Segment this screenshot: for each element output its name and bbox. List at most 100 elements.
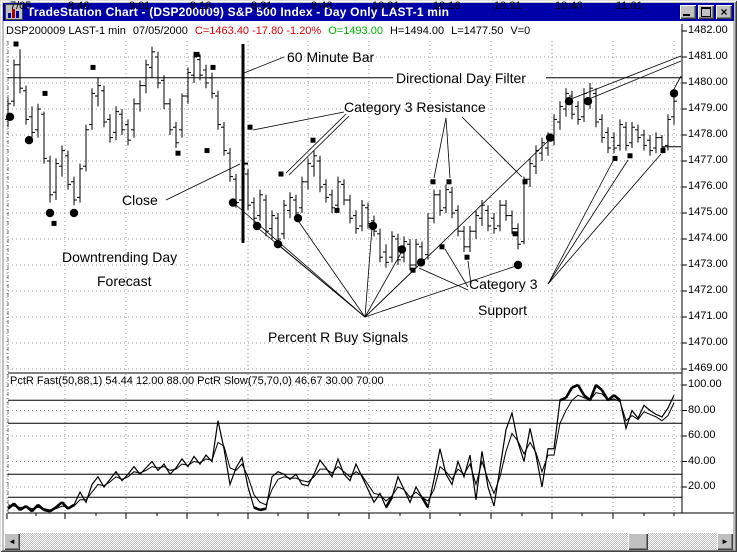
horizontal-scrollbar[interactable]: ◄ ► bbox=[4, 533, 733, 550]
data-line-segment: L=1477.50 bbox=[451, 25, 504, 37]
scroll-left-button[interactable]: ◄ bbox=[4, 533, 20, 550]
price-axis-label: 1472.00 bbox=[688, 284, 728, 296]
time-axis-label: 8:46 bbox=[68, 0, 90, 12]
buy-signal-dot bbox=[24, 136, 34, 145]
buy-signal-dot bbox=[545, 133, 555, 142]
data-line-segment: 07/05/2000 bbox=[132, 25, 188, 37]
category3-marker bbox=[247, 124, 253, 130]
price-axis-label: 1478.00 bbox=[688, 128, 728, 140]
category3-marker bbox=[310, 137, 316, 143]
category3-marker bbox=[194, 51, 200, 57]
category3-marker bbox=[51, 220, 57, 226]
category3-marker bbox=[439, 244, 445, 250]
indicator-axis-label: 40.00 bbox=[688, 454, 716, 467]
buy-signal-dot bbox=[252, 221, 262, 231]
category3-marker bbox=[464, 254, 470, 260]
buy-signal-dot bbox=[583, 97, 593, 106]
time-axis-label: 9:16 bbox=[190, 0, 212, 12]
category3-marker bbox=[660, 148, 666, 154]
close-icon: × bbox=[720, 5, 728, 19]
buy-signal-dot bbox=[69, 208, 79, 218]
time-axis-label: 9:46 bbox=[311, 0, 333, 12]
category3-marker bbox=[512, 231, 518, 237]
buy-signal-dot bbox=[669, 89, 679, 98]
indicator-axis-label: 60.00 bbox=[688, 429, 716, 441]
price-axis-label: 1481.00 bbox=[688, 50, 728, 62]
buy-signal-dot bbox=[293, 214, 303, 223]
buy-signal-dot bbox=[273, 240, 283, 249]
price-axis-label: 1471.00 bbox=[688, 310, 728, 322]
price-axis-label: 1473.00 bbox=[688, 258, 728, 270]
time-axis-label: 10:31 bbox=[494, 0, 522, 12]
scroll-left-icon: ◄ bbox=[8, 537, 16, 546]
time-axis-label: 11:01 bbox=[616, 0, 643, 12]
price-axis-label: 1469.00 bbox=[688, 362, 728, 374]
price-axis-label: 1474.00 bbox=[688, 232, 728, 244]
category3-marker bbox=[446, 179, 452, 185]
scroll-right-icon: ► bbox=[721, 537, 729, 546]
category3-marker bbox=[13, 41, 19, 47]
price-axis-label: 1475.00 bbox=[688, 206, 728, 218]
category3-marker bbox=[210, 64, 216, 70]
price-axis-label: 1479.00 bbox=[688, 102, 728, 114]
category3-marker bbox=[410, 267, 416, 273]
buy-signal-dot bbox=[5, 112, 15, 122]
category3-marker bbox=[204, 148, 210, 154]
time-axis-label: 10:16 bbox=[433, 0, 461, 12]
data-line-segment: V=0 bbox=[510, 25, 531, 37]
price-axis-label: 1482.00 bbox=[688, 24, 728, 36]
data-line-segment: H=1494.00 bbox=[389, 25, 445, 37]
minimize-icon bbox=[683, 14, 690, 16]
buy-signal-dot bbox=[45, 208, 55, 218]
price-axis-label: 1476.00 bbox=[688, 180, 728, 192]
indicator-header: PctR Fast(50,88,1) 54.44 12.00 88.00 Pct… bbox=[10, 375, 384, 387]
maximize-button[interactable] bbox=[698, 5, 714, 19]
data-line-segment: DSP200009 LAST-1 min bbox=[6, 25, 126, 37]
buy-signal-dot bbox=[513, 260, 523, 270]
scrollbar-thumb[interactable] bbox=[628, 533, 648, 550]
category3-support-label-line1: Category 3 bbox=[469, 276, 538, 292]
buy-signal-dot bbox=[416, 258, 426, 267]
buy-signal-dot bbox=[228, 198, 238, 207]
window-title: TradeStation Chart - (DSP200009) S&P 500… bbox=[27, 5, 450, 19]
downtrending-day-label-line2: Forecast bbox=[97, 273, 152, 289]
category3-marker bbox=[612, 155, 618, 161]
category3-marker bbox=[278, 171, 284, 177]
price-axis-label: 1470.00 bbox=[688, 336, 728, 348]
sixty-minute-bar-label: 60 Minute Bar bbox=[287, 49, 375, 65]
indicator-axis-label: 100.00 bbox=[688, 378, 722, 390]
scroll-right-button[interactable]: ► bbox=[717, 533, 733, 550]
buy-signal-dot bbox=[397, 245, 407, 254]
data-line-segment: O=1493.00 bbox=[328, 25, 383, 37]
price-axis-label: 1480.00 bbox=[688, 76, 728, 88]
time-axis-label: 10:46 bbox=[555, 0, 583, 12]
category3-marker bbox=[430, 179, 436, 185]
app-icon[interactable] bbox=[5, 4, 23, 20]
percent-r-buy-signals-label: Percent R Buy Signals bbox=[268, 329, 409, 345]
time-axis-label: 10:01 bbox=[372, 0, 400, 12]
indicator-axis-label: 80.00 bbox=[688, 403, 716, 416]
category3-marker bbox=[175, 150, 181, 156]
buy-signal-dot bbox=[564, 97, 574, 106]
close-label: Close bbox=[122, 192, 158, 208]
downtrending-day-label-line1: Downtrending Day bbox=[62, 249, 178, 265]
time-axis-label: 9:31 bbox=[251, 0, 273, 12]
minimize-button[interactable] bbox=[680, 5, 696, 19]
buy-signal-dot bbox=[368, 221, 378, 231]
category3-support-label-line2: Support bbox=[478, 302, 528, 318]
time-axis-label: 9:01 bbox=[129, 0, 151, 12]
close-button[interactable]: × bbox=[716, 5, 732, 19]
category3-marker bbox=[334, 207, 340, 213]
category3-marker bbox=[627, 153, 633, 159]
category3-marker bbox=[522, 179, 528, 185]
price-axis-label: 1477.00 bbox=[688, 154, 728, 166]
time-axis-label: 7/05 bbox=[10, 0, 32, 12]
maximize-icon bbox=[701, 7, 711, 17]
category3-resistance-label: Category 3 Resistance bbox=[344, 99, 486, 115]
category3-marker bbox=[90, 64, 96, 70]
title-bar[interactable]: TradeStation Chart - (DSP200009) S&P 500… bbox=[3, 3, 734, 21]
indicator-axis-label: 20.00 bbox=[688, 480, 716, 492]
data-line-segment: C=1463.40 -17.80 -1.20% bbox=[194, 25, 322, 37]
